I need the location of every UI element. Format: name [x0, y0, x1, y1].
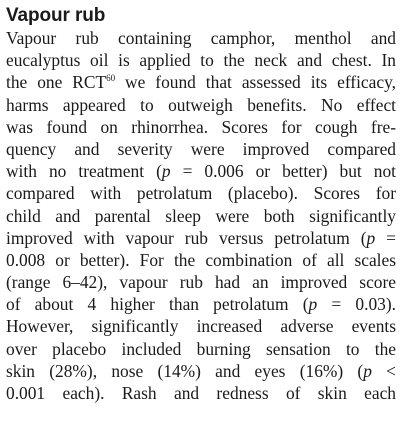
text-line-5: was found on rhinorrhea. Scores for coug…	[6, 116, 396, 137]
section-heading: Vapour rub	[6, 5, 106, 26]
text-line-14: However, significantly increased adverse…	[6, 316, 396, 337]
text-line-10: improved with vapour rub versus petrolat…	[6, 227, 396, 248]
text-line-4: harms appeared to outweigh benefits. No …	[6, 94, 396, 115]
text-line-11: 0.008 or better). For the combination of…	[6, 249, 396, 270]
text-line-15: over placebo included burning sensation …	[6, 338, 396, 359]
text-line-6: quency and severity were improved compar…	[6, 138, 396, 159]
text-line-1: Vapour rub containing camphor, menthol a…	[6, 28, 396, 48]
document-page: Vapour rub Vapour rub containing camphor…	[6, 5, 396, 404]
text-line-17: 0.001 each). Rash and redness of skin ea…	[6, 383, 396, 403]
text-line-3: the one RCT60 we found that assessed its…	[6, 72, 396, 93]
text-line-7: with no treatment (p = 0.006 or better) …	[6, 161, 396, 182]
text-line-8: compared with petrolatum (placebo). Scor…	[6, 183, 396, 204]
text-line-9: child and parental sleep were both signi…	[6, 205, 396, 226]
p-value-symbol: p	[366, 227, 376, 248]
text-line-13: of about 4 higher than petrolatum (p = 0…	[6, 294, 396, 315]
text-line-2: eucalyptus oil is applied to the neck an…	[6, 50, 396, 71]
p-value-symbol: p	[161, 161, 171, 182]
p-value-symbol: p	[363, 360, 372, 381]
text-line-16: skin (28%), nose (14%) and eyes (16%) (p…	[6, 360, 396, 381]
citation-reference: 60	[106, 73, 116, 84]
section-body: Vapour rub containing camphor, menthol a…	[6, 27, 396, 404]
p-value-symbol: p	[308, 294, 318, 315]
text-line-12: (range 6–42), vapour rub had an improved…	[6, 272, 396, 293]
